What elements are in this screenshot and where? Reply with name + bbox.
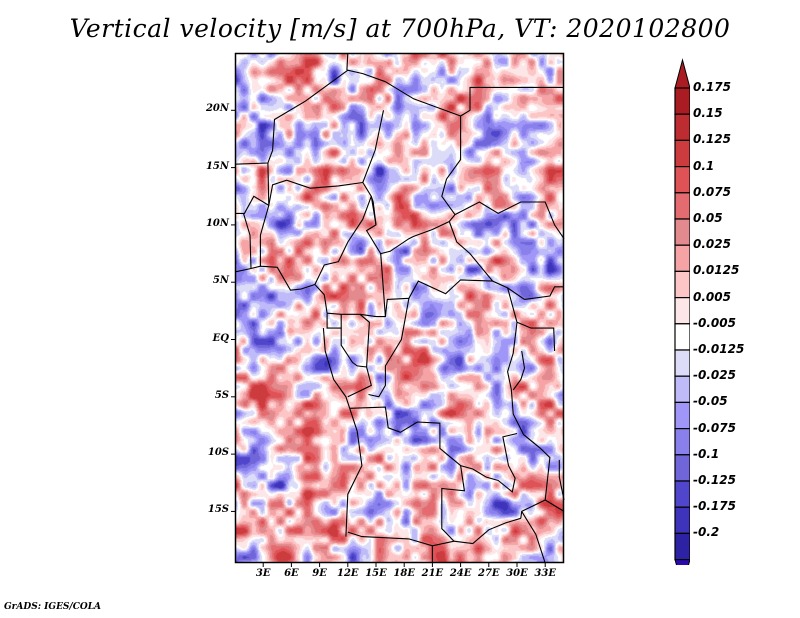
lat-label: 5N (212, 275, 229, 287)
map-panel (231, 52, 565, 567)
lat-label: 20N (205, 103, 229, 115)
country-border-8 (242, 213, 252, 269)
map-frame (234, 52, 565, 564)
colorbar-box-17 (674, 532, 690, 561)
colorbar-level-label: -0.075 (693, 420, 736, 435)
country-border-20 (359, 313, 370, 368)
country-border-26 (507, 287, 551, 519)
colorbar-box-9 (674, 323, 690, 351)
country-border-4 (235, 179, 363, 214)
grads-credit: GrADS: IGES/COLA (4, 602, 102, 612)
colorbar-box-15 (674, 480, 690, 508)
country-border-18 (322, 328, 363, 537)
colorbar-box-16 (674, 506, 690, 535)
country-border-31 (512, 350, 526, 391)
lat-label: 15N (205, 160, 229, 172)
lon-label: 9E (312, 568, 327, 579)
country-border-3 (460, 86, 564, 117)
country-border-2 (385, 81, 462, 222)
lon-label: 6E (284, 568, 299, 579)
country-border-14 (448, 221, 494, 282)
country-border-6 (362, 110, 450, 255)
colorbar (674, 58, 690, 565)
country-border-11 (370, 196, 377, 225)
country-border-17 (326, 313, 342, 329)
country-border-16 (524, 286, 564, 300)
colorbar-level-label: -0.0125 (693, 342, 745, 356)
colorbar-bottom-arrow (674, 559, 690, 565)
country-border-22 (349, 406, 466, 542)
country-border-19 (340, 328, 372, 398)
lon-label: 18E (393, 568, 415, 579)
lon-label: 21E (421, 568, 444, 579)
colorbar-level-label: 0.125 (693, 132, 731, 147)
colorbar-box-7 (674, 270, 690, 299)
colorbar-level-label: -0.025 (693, 368, 736, 383)
axis-ticks (231, 109, 546, 567)
colorbar-box-13 (674, 428, 690, 456)
lat-label: 10N (205, 217, 229, 229)
colorbar-box-5 (674, 218, 690, 246)
country-border-10 (314, 196, 372, 285)
colorbar-level-label: 0.175 (693, 80, 731, 94)
colorbar-box-10 (674, 349, 690, 377)
colorbar-box-14 (674, 454, 690, 482)
colorbar-level-label: -0.1 (693, 446, 720, 461)
colorbar-level-label: -0.2 (693, 525, 720, 540)
colorbar-box-11 (674, 375, 690, 404)
lat-label: 10S (207, 447, 229, 459)
lat-label: 15S (207, 504, 229, 516)
colorbar-level-label: -0.125 (693, 473, 736, 487)
colorbar-box-0 (674, 87, 690, 115)
country-border-30 (558, 459, 565, 501)
colorbar-level-label: 0.05 (693, 211, 723, 225)
country-borders (234, 52, 565, 564)
country-border-25 (460, 432, 518, 493)
lon-label: 15E (365, 568, 387, 579)
country-border-21 (368, 298, 410, 398)
colorbar-level-label: 0.075 (693, 184, 731, 199)
lon-label: 3E (255, 568, 271, 579)
colorbar-level-label: 0.005 (693, 289, 731, 304)
colorbar-box-1 (674, 113, 690, 142)
colorbar-box-2 (674, 139, 690, 168)
lon-label: 12E (337, 568, 359, 579)
country-border-23 (347, 517, 521, 547)
lon-label: 33E (534, 568, 556, 579)
colorbar-box-6 (674, 244, 690, 272)
lat-label: EQ (212, 332, 229, 344)
country-border-28 (521, 511, 546, 564)
country-border-7 (259, 205, 270, 267)
colorbar-level-label: 0.15 (693, 106, 723, 121)
colorbar-level-label: 0.1 (693, 158, 715, 173)
country-border-15 (454, 201, 565, 240)
colorbar-box-8 (674, 297, 690, 325)
country-border-9 (234, 265, 328, 314)
lon-label: 24E (449, 568, 472, 579)
colorbar-box-3 (674, 165, 690, 194)
lat-label: 5S (214, 389, 229, 401)
country-border-5 (267, 162, 270, 206)
country-border-12 (327, 279, 525, 318)
country-border-29 (544, 499, 565, 512)
colorbar-level-label: -0.175 (693, 499, 736, 514)
colorbar-box-4 (674, 192, 690, 220)
country-border-1 (346, 52, 349, 71)
colorbar-level-label: 0.0125 (693, 263, 740, 278)
plot-title: Vertical velocity [m/s] at 700hPa, VT: 2… (69, 14, 731, 43)
colorbar-level-label: -0.05 (693, 394, 728, 409)
country-border-13 (380, 253, 386, 317)
colorbar-level-label: 0.025 (693, 237, 731, 252)
colorbar-box-12 (674, 401, 690, 430)
country-border-27 (516, 321, 556, 352)
lon-label: 27E (478, 568, 500, 579)
vertical-velocity-field (235, 53, 564, 563)
map-overlay (231, 52, 565, 567)
lon-label: 30E (506, 568, 528, 579)
colorbar-top-arrow (674, 58, 690, 89)
colorbar-level-label: -0.005 (693, 315, 736, 330)
country-border-0 (234, 69, 386, 165)
